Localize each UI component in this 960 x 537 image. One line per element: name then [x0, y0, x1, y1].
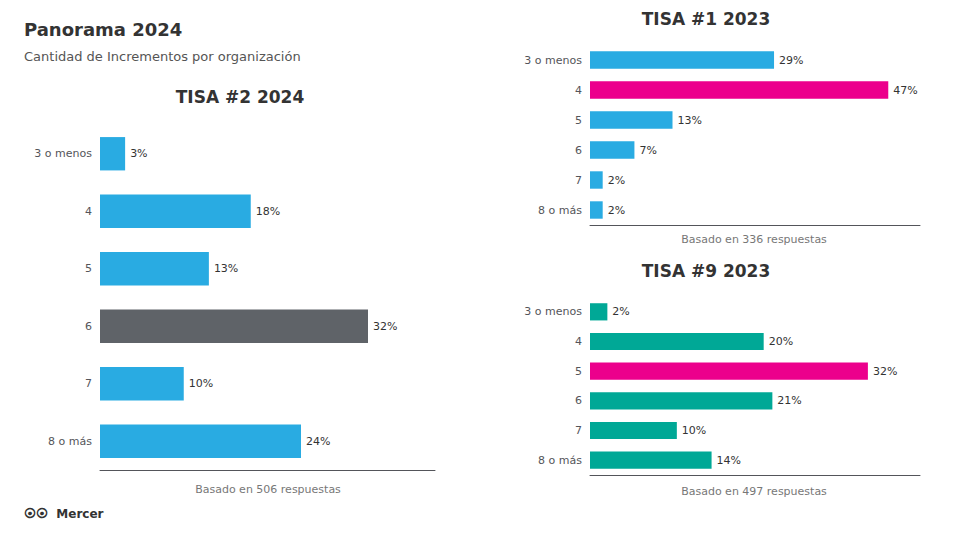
svg-text:20%: 20% — [769, 335, 793, 348]
svg-text:Basado en 497 respuestas: Basado en 497 respuestas — [681, 485, 827, 498]
svg-text:32%: 32% — [873, 365, 897, 378]
svg-text:5: 5 — [85, 262, 92, 275]
svg-text:7: 7 — [85, 377, 92, 390]
svg-text:2%: 2% — [608, 174, 625, 187]
svg-text:8 o más: 8 o más — [538, 204, 582, 217]
svg-text:TISA #1 2023: TISA #1 2023 — [642, 9, 771, 29]
svg-text:4: 4 — [85, 205, 92, 218]
svg-text:3 o menos: 3 o menos — [524, 54, 582, 67]
svg-text:7: 7 — [575, 424, 582, 437]
svg-text:TISA #9 2023: TISA #9 2023 — [642, 261, 771, 281]
svg-text:14%: 14% — [717, 454, 741, 467]
svg-text:6: 6 — [85, 320, 92, 333]
svg-text:47%: 47% — [893, 84, 917, 97]
svg-text:18%: 18% — [256, 205, 280, 218]
svg-text:5: 5 — [575, 114, 582, 127]
svg-text:3%: 3% — [130, 147, 147, 160]
svg-text:6: 6 — [575, 394, 582, 407]
svg-text:4: 4 — [575, 335, 582, 348]
svg-text:8 o más: 8 o más — [538, 454, 582, 467]
svg-text:Cantidad de Incrementos por or: Cantidad de Incrementos por organización — [24, 49, 301, 64]
svg-text:4: 4 — [575, 84, 582, 97]
svg-text:6: 6 — [575, 144, 582, 157]
svg-text:Panorama 2024: Panorama 2024 — [24, 19, 182, 40]
svg-text:10%: 10% — [682, 424, 706, 437]
svg-text:3 o menos: 3 o menos — [34, 147, 92, 160]
svg-text:3 o menos: 3 o menos — [524, 305, 582, 318]
svg-text:7: 7 — [575, 174, 582, 187]
svg-text:Basado en 336 respuestas: Basado en 336 respuestas — [681, 233, 827, 246]
svg-text:7%: 7% — [639, 144, 656, 157]
svg-text:32%: 32% — [373, 320, 397, 333]
svg-text:TISA #2 2024: TISA #2 2024 — [176, 87, 305, 107]
svg-text:5: 5 — [575, 365, 582, 378]
svg-text:⦿⦿ Mercer: ⦿⦿ Mercer — [24, 507, 104, 521]
svg-text:29%: 29% — [779, 54, 803, 67]
svg-text:21%: 21% — [777, 394, 801, 407]
svg-text:Basado en 506 respuestas: Basado en 506 respuestas — [195, 483, 341, 496]
svg-text:24%: 24% — [306, 435, 330, 448]
svg-text:13%: 13% — [678, 114, 702, 127]
svg-text:8 o más: 8 o más — [48, 435, 92, 448]
svg-text:2%: 2% — [608, 204, 625, 217]
svg-text:2%: 2% — [612, 305, 629, 318]
svg-text:13%: 13% — [214, 262, 238, 275]
svg-text:10%: 10% — [189, 377, 213, 390]
